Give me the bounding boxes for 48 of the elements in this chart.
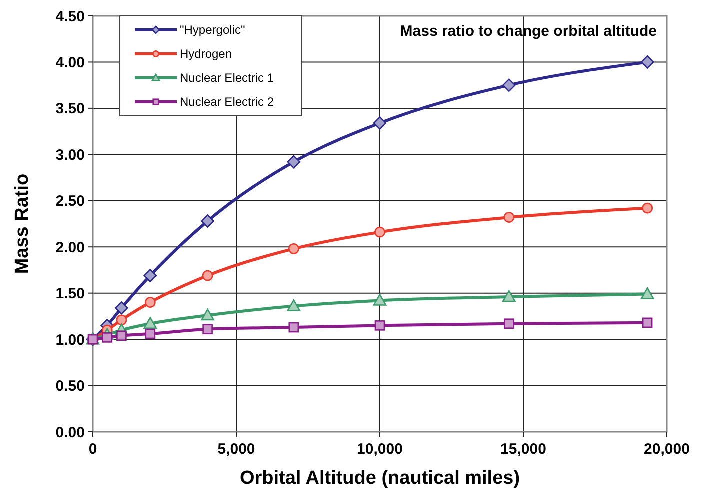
y-tick-label: 0.50 xyxy=(56,378,85,396)
point xyxy=(373,116,387,130)
point xyxy=(502,290,516,302)
point xyxy=(202,324,213,335)
point xyxy=(144,297,156,308)
y-tick-label: 1.50 xyxy=(56,286,85,303)
point xyxy=(201,308,214,321)
point xyxy=(116,314,128,326)
point xyxy=(287,300,301,312)
point xyxy=(288,244,300,254)
x-tick-label: 10,000 xyxy=(357,441,403,458)
legend-label: "Hypergolic" xyxy=(180,23,246,38)
point xyxy=(202,270,214,282)
x-tick-label: 20,000 xyxy=(644,441,690,458)
point xyxy=(144,317,158,329)
point xyxy=(374,320,386,331)
point xyxy=(115,301,128,315)
point xyxy=(642,318,653,328)
x-tick-label: 15,000 xyxy=(500,441,546,458)
x-tick-label: 5,000 xyxy=(218,441,256,458)
y-axis-title: Mass Ratio xyxy=(12,174,33,274)
point xyxy=(287,155,301,169)
point xyxy=(642,202,654,214)
x-tick-label: 0 xyxy=(88,441,98,458)
point xyxy=(374,226,386,238)
point xyxy=(373,294,387,306)
point xyxy=(504,212,515,223)
point xyxy=(116,330,127,342)
y-tick-label: 2.00 xyxy=(56,239,85,256)
legend-label: Nuclear Electric 2 xyxy=(180,95,274,110)
x-axis-title: Orbital Altitude (nautical miles) xyxy=(240,468,520,489)
y-tick-label: 1.00 xyxy=(56,332,85,349)
point xyxy=(201,214,214,228)
point xyxy=(502,78,516,92)
legend-label: Nuclear Electric 1 xyxy=(180,71,274,86)
point xyxy=(288,322,300,333)
y-tick-label: 0.00 xyxy=(56,424,85,442)
y-tick-label: 4.00 xyxy=(56,54,85,72)
legend-label: Hydrogen xyxy=(180,47,232,62)
y-tick-label: 4.50 xyxy=(56,8,85,26)
point xyxy=(640,288,654,300)
y-tick-label: 3.50 xyxy=(56,100,85,118)
point xyxy=(144,269,158,282)
y-tick-label: 3.00 xyxy=(56,146,85,164)
point xyxy=(640,56,654,69)
point xyxy=(145,328,156,340)
y-tick-label: 2.50 xyxy=(56,193,85,210)
point xyxy=(504,318,514,329)
